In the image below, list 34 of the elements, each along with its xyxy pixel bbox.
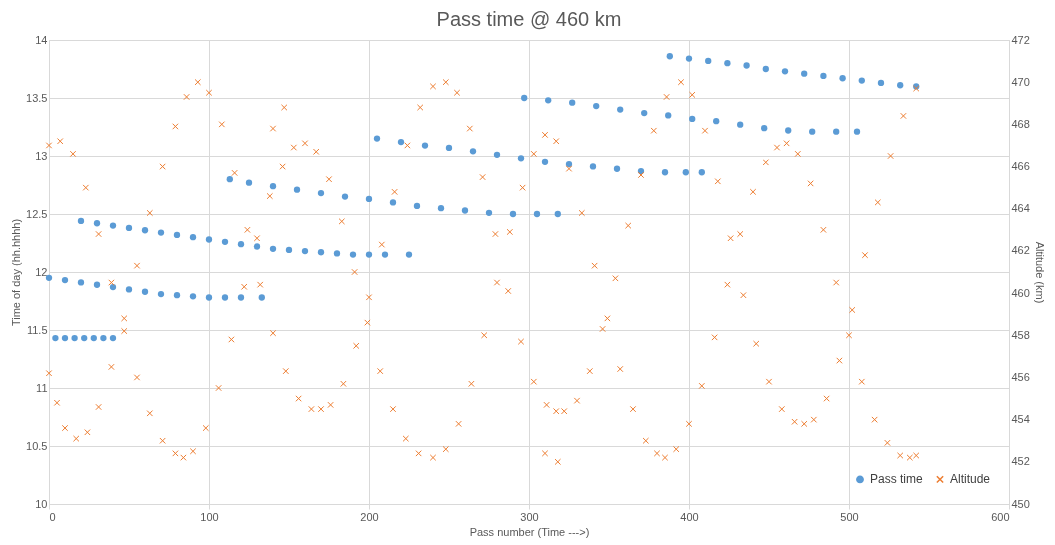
y2-tick-label: 468 — [1011, 117, 1030, 130]
x-tick-label: 400 — [680, 510, 699, 523]
y2-tick-label: 456 — [1011, 370, 1030, 383]
legend-label: Altitude — [950, 472, 991, 487]
y2-tick-label: 452 — [1011, 455, 1030, 468]
x-tick-label: 100 — [200, 510, 219, 523]
legend-label: Pass time — [870, 472, 924, 487]
y-tick-label: 11 — [36, 381, 48, 394]
y-tick-label: 12.5 — [26, 207, 48, 220]
y2-tick-label: 470 — [1011, 75, 1030, 88]
y2-tick-label: 464 — [1011, 202, 1030, 215]
y-tick-label: 10 — [35, 497, 48, 510]
y2-axis-title: Altitude (km) — [1033, 241, 1046, 304]
y-axis-title: Time of day (hh.hhhh) — [10, 218, 23, 327]
y2-tick-label: 458 — [1011, 328, 1030, 341]
y-tick-label: 13 — [35, 149, 48, 162]
x-axis-title: Pass number (Time --->) — [469, 525, 590, 538]
y-tick-label: 12 — [35, 265, 48, 278]
y2-tick-label: 450 — [1011, 497, 1030, 510]
y2-tick-label: 466 — [1011, 160, 1030, 173]
y-tick-label: 10.5 — [26, 439, 48, 452]
y-tick-label: 14 — [35, 33, 48, 46]
x-tick-label: 500 — [840, 510, 859, 523]
x-tick-label: 0 — [49, 510, 56, 523]
chart-title: Pass time @ 460 km — [436, 8, 622, 30]
x-tick-label: 200 — [360, 510, 379, 523]
x-tick-label: 600 — [991, 510, 1010, 523]
y2-tick-label: 460 — [1011, 286, 1030, 299]
y2-tick-label: 462 — [1011, 244, 1030, 257]
y2-tick-label: 472 — [1011, 33, 1030, 46]
y-tick-label: 13.5 — [26, 91, 48, 104]
y2-tick-label: 454 — [1011, 413, 1030, 426]
y-tick-label: 11.5 — [26, 323, 48, 336]
x-tick-label: 300 — [520, 510, 539, 523]
